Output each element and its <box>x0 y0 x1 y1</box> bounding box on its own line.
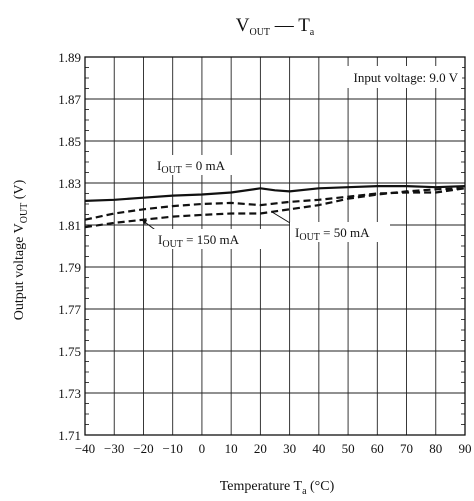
x-tick-label: 0 <box>199 441 206 456</box>
x-tick-label: 90 <box>459 441 472 456</box>
x-tick-label: −10 <box>163 441 183 456</box>
y-tick-label: 1.77 <box>58 302 81 317</box>
y-tick-label: 1.71 <box>58 428 81 443</box>
y-axis-label: Output voltage VOUT (V) <box>12 179 30 320</box>
x-tick-label: 40 <box>312 441 325 456</box>
series-lines <box>84 185 466 229</box>
y-tick-label: 1.75 <box>58 344 81 359</box>
y-tick-label: 1.89 <box>58 50 81 65</box>
y-tick-label: 1.79 <box>58 260 81 275</box>
x-tick-label: 80 <box>429 441 442 456</box>
chart-title: VOUT — Ta <box>236 15 315 38</box>
series-line-1 <box>84 187 466 221</box>
plot-frame <box>84 56 466 436</box>
svg-text:IOUT = 50 mA: IOUT = 50 mA <box>295 225 370 243</box>
x-tick-label: 30 <box>283 441 296 456</box>
input-voltage-note: Input voltage: 9.0 V <box>354 70 459 85</box>
series-line-2 <box>84 187 466 229</box>
y-tick-label: 1.81 <box>58 218 81 233</box>
x-tick-label: 60 <box>371 441 384 456</box>
x-tick-label: 50 <box>342 441 355 456</box>
x-tick-label: −40 <box>75 441 95 456</box>
y-tick-labels: 1.71 1.73 1.75 1.77 1.79 1.81 1.83 1.85 1.87 1.89 <box>58 50 81 443</box>
label-iout-150ma: IOUT = 150 mA <box>141 219 263 250</box>
x-tick-label: 70 <box>400 441 413 456</box>
x-tick-labels: −40 −30 −20 −10 0 10 20 30 40 50 60 70 80 90 <box>75 441 472 456</box>
y-tick-label: 1.87 <box>58 92 81 107</box>
y-tick-label: 1.85 <box>58 134 81 149</box>
svg-text:IOUT = 0 mA: IOUT = 0 mA <box>157 158 226 176</box>
label-iout-0ma: IOUT = 0 mA <box>152 155 242 176</box>
series-line-0 <box>84 185 466 202</box>
x-tick-label: −20 <box>133 441 153 456</box>
y-tick-label: 1.73 <box>58 386 81 401</box>
grid-lines <box>84 56 466 436</box>
x-axis-label: Temperature Ta (°C) <box>220 479 335 497</box>
note-background <box>320 66 462 88</box>
x-tick-label: 20 <box>254 441 267 456</box>
x-tick-label: 10 <box>225 441 238 456</box>
y-tick-label: 1.83 <box>58 176 81 191</box>
x-tick-label: −30 <box>104 441 124 456</box>
label-iout-50ma: IOUT = 50 mA <box>271 211 390 243</box>
svg-text:IOUT = 150 mA: IOUT = 150 mA <box>158 232 240 250</box>
